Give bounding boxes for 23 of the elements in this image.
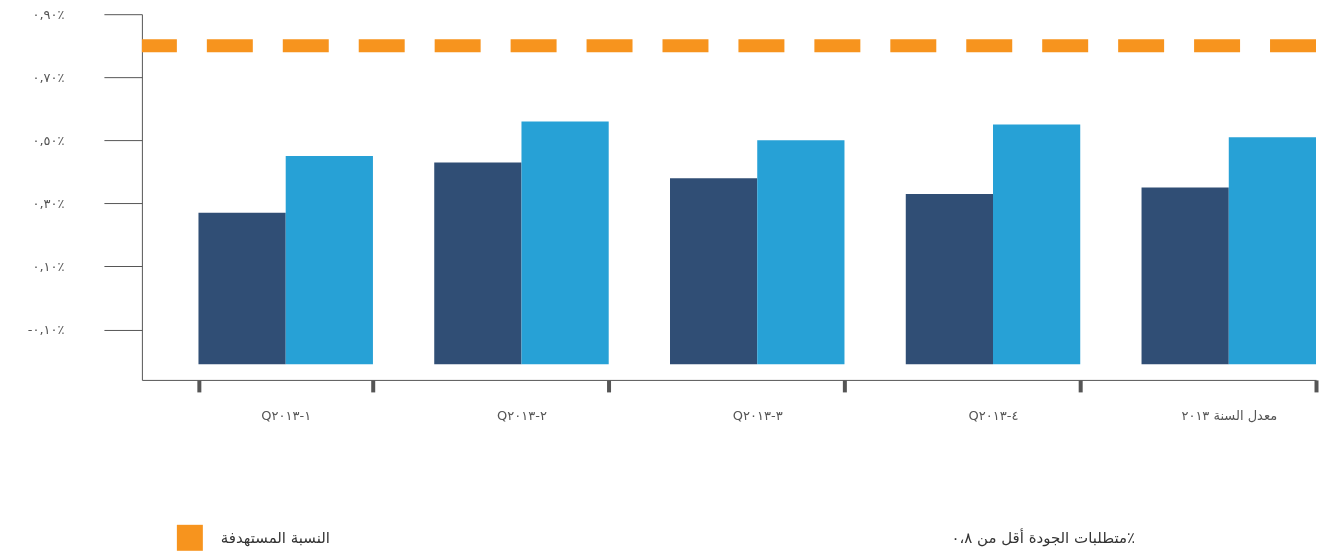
y-tick-label: ٠,١٠٪ bbox=[32, 258, 65, 274]
y-tick-label: ٠,٧٠٪ bbox=[32, 69, 65, 85]
x-tick-label: Q٣-٢٠١٣ bbox=[732, 408, 783, 424]
bar bbox=[757, 140, 845, 365]
y-tick-label: ٠,٣٠٪ bbox=[32, 195, 65, 211]
text: متطلبات الجودة أقل من ٠،٨٪ bbox=[951, 527, 1136, 547]
x-tick-label: معدل السنة ٢٠١٣ bbox=[1181, 408, 1278, 424]
y-tick-label: ٠,٩٠٪ bbox=[32, 6, 65, 22]
legend-label: النسبة المستهدفة bbox=[220, 528, 330, 547]
bar bbox=[1228, 137, 1317, 365]
bar bbox=[434, 162, 522, 365]
x-tick-label: Q١-٢٠١٣ bbox=[261, 408, 312, 424]
bar bbox=[198, 212, 286, 365]
bar bbox=[285, 156, 373, 365]
bar bbox=[670, 178, 758, 365]
y-tick-label: -٠,١٠٪ bbox=[27, 321, 65, 337]
x-tick-label: Q٤-٢٠١٣ bbox=[968, 408, 1019, 424]
x-tick-label: Q٢-٢٠١٣ bbox=[497, 408, 547, 424]
bar bbox=[1141, 187, 1229, 365]
bar bbox=[905, 193, 994, 365]
bar bbox=[993, 124, 1081, 365]
y-tick-label: ٠,٥٠٪ bbox=[32, 132, 65, 148]
bar bbox=[521, 121, 609, 365]
